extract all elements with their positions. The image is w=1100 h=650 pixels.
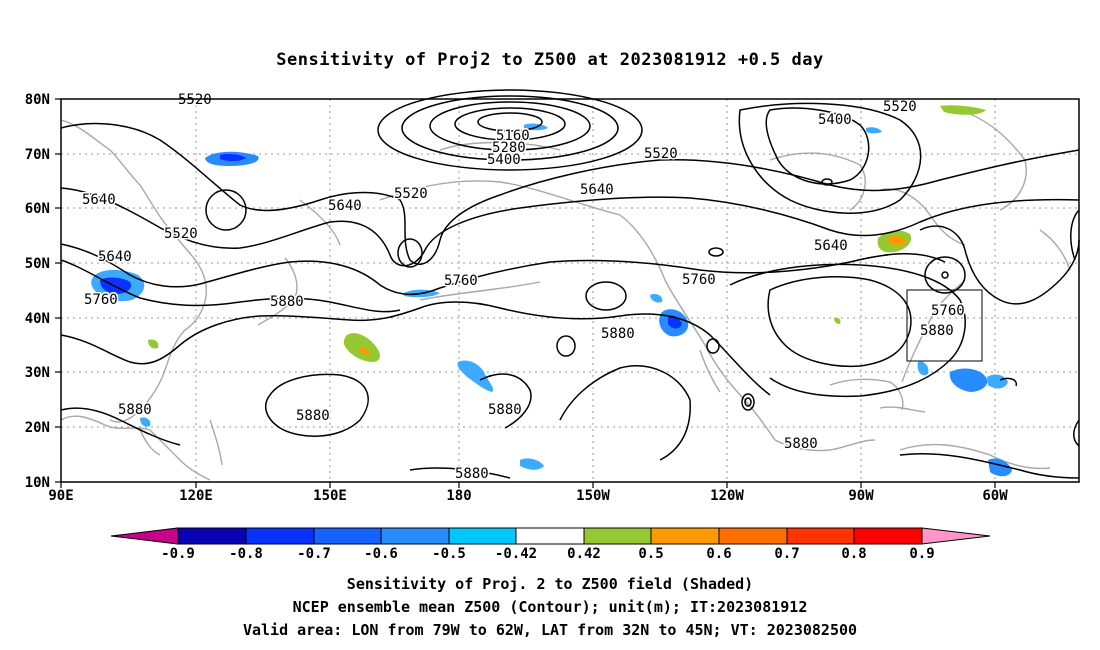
- tick-marks: [55, 98, 996, 488]
- map-frame: [60, 98, 1080, 483]
- colorbar-min-triangle: [110, 527, 179, 545]
- colorbar-segment: [177, 527, 247, 545]
- lon-label: 60W: [982, 488, 1008, 504]
- colorbar-segment: [515, 527, 585, 545]
- colorbar-segment: [313, 527, 382, 545]
- colorbar-segment: [448, 527, 517, 545]
- negative-patch: [866, 127, 882, 134]
- contour-label: 5880: [601, 326, 635, 342]
- caption-contour: NCEP ensemble mean Z500 (Contour); unit(…: [292, 598, 808, 616]
- contour-label: 5280: [492, 140, 526, 156]
- positive-patch: [940, 105, 986, 115]
- contour-label: 5760: [931, 303, 965, 319]
- colorbar: [110, 527, 991, 545]
- contour-label: 5880: [455, 466, 489, 482]
- colorbar-label: 0.9: [909, 546, 934, 562]
- contour-label: 5520: [164, 226, 198, 242]
- contour-label: 5520: [644, 146, 678, 162]
- positive-patch: [834, 317, 841, 324]
- lat-label: 60N: [25, 201, 50, 217]
- positive-patch: [360, 347, 370, 355]
- lat-label: 70N: [25, 147, 50, 163]
- lon-label: 150W: [576, 488, 610, 504]
- caption-valid-area: Valid area: LON from 79W to 62W, LAT fro…: [242, 621, 858, 639]
- colorbar-label: -0.6: [364, 546, 398, 562]
- contour-label: 5880: [488, 402, 522, 418]
- negative-patch: [988, 458, 1012, 477]
- colorbar-segment: [380, 527, 450, 545]
- lon-label: 120W: [710, 488, 744, 504]
- colorbar-label: 0.6: [706, 546, 731, 562]
- positive-patch: [888, 235, 906, 246]
- contour-label: 5520: [883, 99, 917, 115]
- colorbar-segment: [853, 527, 923, 545]
- lon-label: 120E: [179, 488, 213, 504]
- colorbar-label: 0.7: [774, 546, 799, 562]
- valid-area-box: [906, 289, 983, 362]
- contour-label: 5520: [178, 92, 212, 108]
- colorbar-label: -0.8: [229, 546, 263, 562]
- lat-label: 30N: [25, 365, 50, 381]
- contour-label: 5520: [394, 186, 428, 202]
- colorbar-label: -0.5: [432, 546, 466, 562]
- colorbar-segment: [650, 527, 720, 545]
- contour-labels: 5520 5160 5280 5400 5520 5400 5520 5640 …: [81, 91, 967, 484]
- colorbar-segment: [583, 527, 652, 545]
- latitude-labels: 80N 70N 60N 50N 40N 30N 20N 10N: [25, 92, 50, 491]
- contour-label: 5400: [818, 112, 852, 128]
- colorbar-labels: -0.9 -0.8 -0.7 -0.6 -0.5 -0.42 0.42 0.5 …: [161, 546, 935, 562]
- positive-patch: [148, 339, 159, 349]
- contour-label: 5760: [444, 273, 478, 289]
- coastlines: [60, 109, 1071, 481]
- lon-label: 150E: [313, 488, 347, 504]
- colorbar-label: -0.9: [161, 546, 195, 562]
- caption-shaded: Sensitivity of Proj. 2 to Z500 field (Sh…: [346, 575, 754, 593]
- colorbar-segment: [245, 527, 315, 545]
- chart-title: Sensitivity of Proj2 to Z500 at 20230819…: [276, 50, 824, 70]
- contour-label: 5400: [487, 152, 521, 168]
- contour-label: 5640: [98, 249, 132, 265]
- negative-patch: [949, 368, 988, 392]
- lon-label: 180: [446, 488, 471, 504]
- lat-label: 50N: [25, 256, 50, 272]
- contour-label: 5160: [496, 128, 530, 144]
- lat-label: 20N: [25, 420, 50, 436]
- contour-label: 5880: [270, 294, 304, 310]
- contour-label: 5640: [328, 198, 362, 214]
- colorbar-label: 0.8: [841, 546, 866, 562]
- colorbar-segment: [786, 527, 855, 545]
- lat-label: 10N: [25, 475, 50, 491]
- lat-label: 80N: [25, 92, 50, 108]
- contour-label: 5640: [814, 238, 848, 254]
- contour-label: 5880: [118, 402, 152, 418]
- negative-patch: [140, 417, 151, 427]
- colorbar-label: 0.42: [567, 546, 601, 562]
- contour-label: 5640: [580, 182, 614, 198]
- contour-label: 5880: [784, 436, 818, 452]
- contour-label: 5640: [82, 192, 116, 208]
- lat-label: 40N: [25, 311, 50, 327]
- negative-patch: [520, 458, 544, 470]
- longitude-labels: 90E 120E 150E 180 150W 120W 90W 60W: [48, 488, 1008, 504]
- colorbar-max-triangle: [921, 527, 991, 545]
- lon-label: 90E: [48, 488, 73, 504]
- colorbar-label: -0.7: [297, 546, 331, 562]
- negative-patch: [987, 374, 1008, 389]
- colorbar-segment: [718, 527, 788, 545]
- contour-label: 5760: [682, 272, 716, 288]
- colorbar-label: 0.5: [638, 546, 663, 562]
- negative-patch: [650, 293, 663, 303]
- negative-patch: [457, 360, 494, 392]
- colorbar-label: -0.42: [495, 546, 537, 562]
- lon-label: 90W: [848, 488, 874, 504]
- contour-label: 5760: [84, 292, 118, 308]
- z500-contours: [60, 89, 1080, 479]
- contour-label: 5880: [920, 323, 954, 339]
- negative-patch: [220, 154, 246, 162]
- negative-patch: [917, 361, 929, 376]
- contour-label: 5880: [296, 408, 330, 424]
